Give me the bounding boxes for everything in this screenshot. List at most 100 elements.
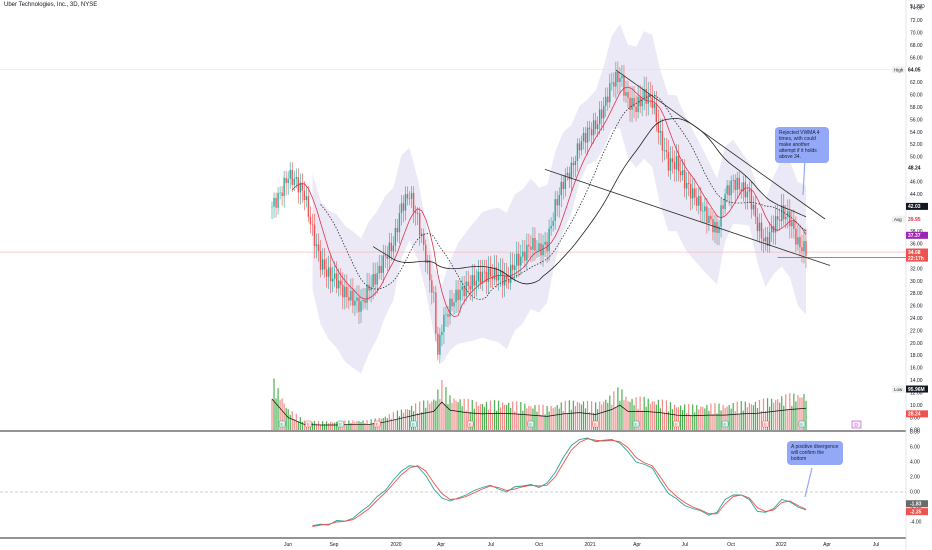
volume-bar — [530, 406, 532, 430]
candle-body — [669, 158, 672, 171]
volume-bar — [742, 410, 744, 430]
volume-bar — [773, 402, 775, 430]
candle-body — [499, 270, 502, 275]
candle-body — [277, 192, 279, 208]
volume-bar — [803, 394, 805, 430]
candle-body — [301, 182, 304, 191]
event-marker-label: E — [376, 422, 379, 427]
candle-body — [746, 191, 749, 198]
candle-body — [477, 271, 480, 281]
volume-bar — [477, 406, 479, 430]
candle-body — [801, 247, 803, 252]
volume-bar — [617, 387, 619, 430]
volume-bar — [756, 408, 759, 430]
candle-body — [667, 151, 670, 171]
candle-body — [285, 177, 287, 184]
volume-bar — [768, 406, 771, 430]
volume-bar — [336, 421, 338, 430]
candle-body — [613, 82, 615, 87]
price-label-tag-text: Low — [894, 387, 903, 392]
candle-body — [560, 181, 562, 196]
candle-body — [384, 255, 386, 257]
volume-bar — [352, 420, 354, 430]
volume-bar — [301, 421, 303, 430]
candle-body — [473, 275, 475, 286]
price-label-box — [906, 410, 928, 418]
volume-bar — [762, 398, 765, 430]
candle-body — [435, 292, 437, 334]
price-tick-label: 54.00 — [910, 130, 923, 136]
volume-bar — [471, 399, 473, 430]
volume-bar — [524, 403, 526, 430]
price-label-value: 39.95 — [908, 217, 921, 223]
volume-bar — [504, 404, 506, 430]
candle-body — [449, 298, 451, 317]
candle-body — [487, 268, 490, 282]
candle-body — [659, 131, 662, 133]
volume-bar — [548, 411, 550, 430]
volume-bar — [441, 379, 443, 430]
volume-bar — [394, 419, 396, 430]
volume-bar — [479, 404, 481, 430]
candle-body — [554, 199, 556, 221]
candle-body — [781, 205, 783, 221]
volume-bar — [720, 410, 722, 430]
volume-bar — [712, 413, 714, 430]
volume-bar — [645, 406, 647, 430]
price-tick-label: 10.00 — [910, 403, 923, 409]
candle-body — [647, 94, 649, 104]
volume-bar — [516, 401, 518, 430]
volume-bar — [317, 420, 320, 430]
volume-bar — [360, 421, 362, 430]
oscillator-value-box — [906, 500, 928, 508]
volume-bar — [663, 412, 666, 430]
volume-bar — [293, 419, 295, 430]
candle-body — [425, 244, 427, 263]
dividend-marker-label: D — [855, 423, 859, 428]
candle-body — [787, 211, 789, 217]
time-tick-label: 2022 — [775, 542, 786, 548]
volume-bar — [718, 403, 720, 430]
volume-bar — [637, 408, 639, 430]
volume-bar — [629, 401, 631, 430]
candle-body — [768, 232, 771, 246]
candle-body — [392, 245, 395, 252]
volume-bar — [287, 409, 289, 430]
event-marker — [527, 420, 535, 428]
candle-body — [380, 265, 382, 273]
volume-bar — [716, 413, 718, 430]
candle-body — [356, 297, 358, 301]
candle-body — [673, 162, 676, 170]
candle-body — [789, 211, 791, 227]
event-marker — [721, 420, 729, 428]
volume-bar — [326, 421, 328, 430]
volume-bar — [538, 404, 540, 430]
volume-bar — [702, 406, 704, 430]
price-tick-label: 28.00 — [910, 291, 923, 297]
volume-bar — [489, 400, 492, 430]
candle-body — [279, 192, 281, 194]
volume-bar — [605, 399, 607, 430]
candle-body — [791, 221, 793, 227]
candle-body — [649, 94, 651, 98]
candle-body — [532, 238, 534, 250]
volume-bar — [710, 403, 712, 430]
volume-bar — [483, 406, 485, 430]
volume-bar — [291, 411, 293, 430]
volume-bar — [706, 404, 708, 430]
volume-bar — [781, 396, 783, 430]
candle-body — [273, 197, 275, 207]
currency-label: $ USD — [910, 4, 925, 10]
volume-bar — [475, 401, 477, 430]
candle-body — [431, 280, 433, 293]
candle-body — [734, 179, 736, 190]
candle-body — [556, 199, 558, 206]
price-tick-label: 18.00 — [910, 353, 923, 359]
candle-body — [637, 96, 639, 113]
candle-body — [744, 182, 747, 198]
price-tick-label: 70.00 — [910, 31, 923, 37]
volume-bar — [273, 378, 275, 430]
candle-body — [271, 206, 273, 208]
volume-bar — [364, 422, 366, 430]
